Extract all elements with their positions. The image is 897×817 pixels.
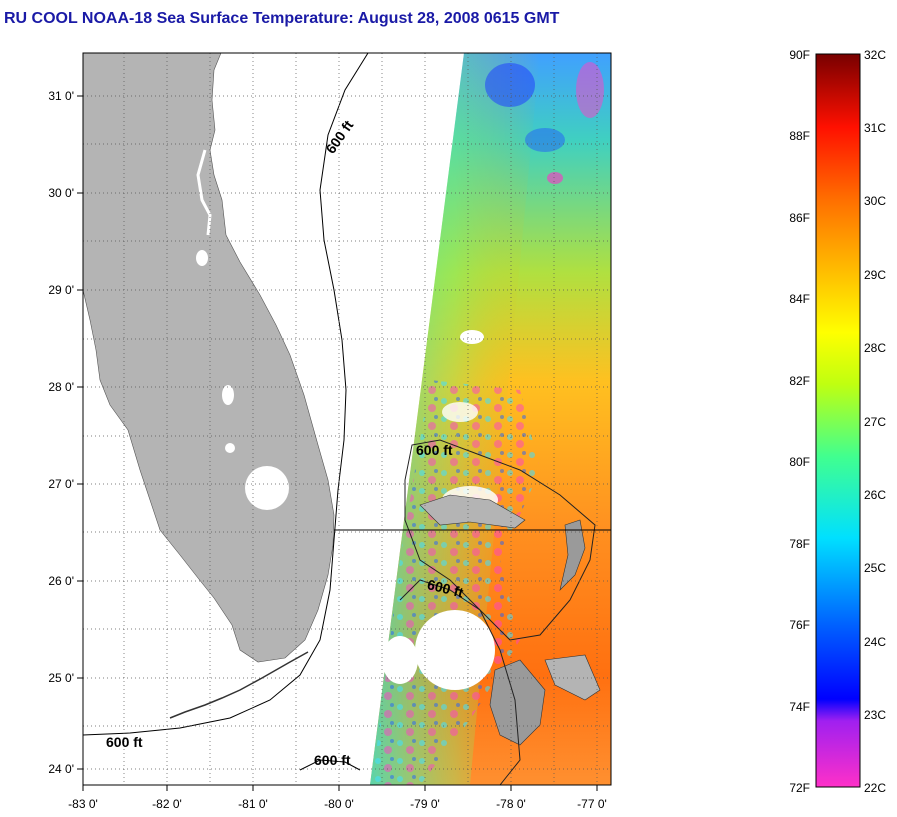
axis-ticks — [77, 95, 598, 791]
celsius-label: 22C — [864, 781, 886, 795]
fahrenheit-label: 88F — [789, 129, 810, 143]
cool-patch — [485, 63, 535, 107]
celsius-label: 23C — [864, 708, 886, 722]
cloud-gap — [460, 330, 484, 344]
celsius-label: 24C — [864, 635, 886, 649]
fahrenheit-label: 74F — [789, 700, 810, 714]
st-johns-river — [196, 149, 212, 236]
lon-tick-label: -81 0' — [238, 797, 268, 811]
fahrenheit-label: 84F — [789, 292, 810, 306]
small-lake — [222, 385, 234, 405]
andros-island — [489, 659, 546, 746]
map-frame — [82, 52, 612, 786]
cool-patch — [525, 128, 565, 152]
celsius-label: 29C — [864, 268, 886, 282]
cool-patch — [576, 62, 604, 118]
celsius-label: 27C — [864, 415, 886, 429]
fahrenheit-label: 90F — [789, 48, 810, 62]
celsius-label: 28C — [864, 341, 886, 355]
lat-tick-label: 25 0' — [48, 671, 74, 685]
florida-landmass — [83, 53, 335, 663]
cool-patch — [547, 172, 563, 184]
lon-tick-label: -77 0' — [577, 797, 607, 811]
small-lake — [225, 443, 235, 453]
cloud-gap — [415, 610, 495, 690]
lon-tick-label: -82 0' — [152, 797, 182, 811]
celsius-label: 31C — [864, 121, 886, 135]
cloud-gap — [382, 636, 418, 684]
lon-tick-label: -78 0' — [496, 797, 526, 811]
lon-tick-label: -79 0' — [410, 797, 440, 811]
bank-outline — [404, 439, 596, 641]
contour-label: 600 ft — [106, 734, 143, 750]
lat-tick-label: 30 0' — [48, 186, 74, 200]
fahrenheit-label: 72F — [789, 781, 810, 795]
graticule — [83, 53, 611, 785]
fahrenheit-label: 86F — [789, 211, 810, 225]
fahrenheit-label: 78F — [789, 537, 810, 551]
lake-okeechobee — [245, 466, 289, 510]
lat-tick-label: 29 0' — [48, 283, 74, 297]
fahrenheit-label: 80F — [789, 455, 810, 469]
grand-bahama — [419, 494, 526, 529]
small-lake — [196, 250, 208, 266]
bahamas-bank — [544, 654, 601, 701]
lat-tick-label: 24 0' — [48, 762, 74, 776]
lat-tick-label: 26 0' — [48, 574, 74, 588]
depth-contour-600ft — [299, 759, 361, 771]
map-title: RU COOL NOAA-18 Sea Surface Temperature:… — [4, 10, 560, 27]
cloud-region — [372, 380, 540, 785]
colorbar-gradient — [815, 53, 861, 788]
celsius-label: 26C — [864, 488, 886, 502]
lat-tick-label: 31 0' — [48, 89, 74, 103]
fahrenheit-label: 76F — [789, 618, 810, 632]
celsius-label: 32C — [864, 48, 886, 62]
celsius-label: 25C — [864, 561, 886, 575]
lat-tick-label: 28 0' — [48, 380, 74, 394]
depth-contour-600ft — [83, 53, 369, 736]
cloud-gap — [442, 402, 478, 422]
contour-label: 600 ft — [314, 752, 351, 768]
contour-label: 600 ft — [416, 442, 453, 458]
celsius-label: 30C — [864, 194, 886, 208]
lon-tick-label: -80 0' — [324, 797, 354, 811]
florida-keys — [169, 651, 309, 719]
abaco-island — [559, 519, 586, 591]
fahrenheit-label: 82F — [789, 374, 810, 388]
lat-tick-label: 27 0' — [48, 477, 74, 491]
lon-tick-label: -83 0' — [68, 797, 98, 811]
